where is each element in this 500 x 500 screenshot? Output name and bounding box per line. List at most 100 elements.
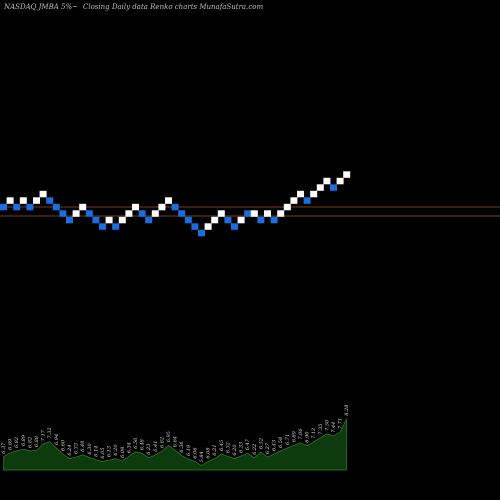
volume-value-label: 6.05 — [100, 447, 106, 458]
volume-value-label: 6.95 — [166, 431, 172, 442]
volume-value-label: 6.22 — [252, 444, 258, 455]
up-brick — [165, 197, 172, 204]
volume-value-label: 6.62 — [159, 437, 165, 448]
down-brick — [244, 210, 252, 217]
volume-value-label: 6.24 — [67, 444, 73, 455]
up-brick — [79, 203, 87, 211]
down-brick — [198, 229, 205, 237]
volume-value-label: 6.45 — [219, 440, 225, 451]
volume-value-label: 6.33 — [239, 442, 245, 453]
down-brick — [178, 210, 186, 217]
up-brick — [343, 171, 351, 178]
volume-area-shape — [3, 418, 348, 471]
volume-area: 6.37 6.69 6.82 6.89 6.82 6.887.17 7.326.946.60… — [1, 405, 350, 471]
up-brick — [105, 216, 113, 224]
up-brick — [33, 197, 40, 204]
volume-value-label: 6.82 — [14, 437, 20, 448]
up-brick — [283, 203, 291, 211]
up-brick — [211, 216, 219, 224]
down-brick — [99, 223, 106, 230]
volume-value-label: 6.19 — [186, 444, 192, 456]
volume-value-label: 6.41 — [153, 441, 159, 452]
volume-value-label: 7.44 — [331, 422, 337, 433]
down-brick — [85, 210, 93, 217]
volume-value-label: 6.88 — [34, 436, 40, 447]
volume-value-label: 6.33 — [74, 443, 80, 454]
volume-value-label: 6.89 — [21, 434, 27, 446]
volume-value-label: 5.84 — [199, 451, 205, 462]
volume-value-label: 6.36 — [179, 441, 185, 453]
down-brick — [145, 216, 153, 224]
volume-value-label: 7.32 — [47, 427, 53, 438]
down-brick — [303, 197, 311, 204]
up-brick — [297, 190, 304, 198]
volume-value-label: 6.69 — [8, 438, 14, 450]
up-brick — [6, 197, 14, 204]
volume-value-label: 6.30 — [87, 443, 93, 455]
volume-value-label: 6.06 — [192, 447, 198, 459]
volume-value-label: 6.20 — [232, 444, 238, 456]
volume-value-label: 6.20 — [113, 444, 119, 456]
up-brick — [72, 210, 80, 217]
symbol-label: NASDAQ JMBA 5%~ — [3, 3, 78, 11]
volume-value-label: 7.12 — [311, 428, 317, 439]
down-brick — [138, 210, 146, 217]
down-brick — [191, 223, 199, 230]
up-brick — [132, 203, 139, 211]
volume-value-label: 7.35 — [318, 424, 324, 435]
up-brick — [204, 223, 212, 230]
volume-value-label: 6.90 — [305, 431, 311, 443]
up-brick — [277, 210, 285, 217]
up-brick — [323, 177, 331, 185]
up-brick — [217, 210, 225, 217]
down-brick — [330, 184, 337, 191]
down-brick — [224, 216, 232, 224]
volume-value-label: 6.23 — [146, 444, 152, 455]
up-brick — [118, 216, 126, 224]
volume-value-label: 6.56 — [133, 437, 139, 449]
volume-value-label: 6.21 — [212, 444, 218, 455]
up-brick — [290, 197, 298, 204]
volume-value-label: 6.14 — [93, 446, 99, 457]
volume-value-label: 6.37 — [1, 442, 7, 454]
volume-value-label: 6.48 — [80, 441, 86, 452]
volume-value-label: 6.71 — [285, 434, 291, 445]
renko-bricks — [0, 171, 351, 237]
chart-title: Closing Daily data Renko charts MunafaSu… — [83, 3, 263, 11]
down-brick — [52, 203, 60, 211]
down-brick — [13, 203, 21, 211]
up-brick — [39, 190, 47, 198]
volume-value-label: 6.60 — [60, 439, 66, 451]
down-brick — [171, 203, 179, 211]
volume-value-label: 7.50 — [324, 419, 330, 431]
volume-value-label: 6.52 — [258, 438, 264, 449]
up-brick — [336, 177, 344, 185]
down-brick — [66, 216, 73, 224]
volume-value-label: 6.13 — [107, 446, 113, 457]
volume-value-label: 6.32 — [225, 442, 231, 453]
down-brick — [184, 216, 192, 224]
up-brick — [237, 216, 245, 224]
volume-value-label: 7.71 — [338, 418, 344, 429]
volume-value-label: 6.94 — [54, 434, 60, 445]
volume-value-label: 7.17 — [41, 429, 47, 441]
up-brick — [316, 184, 324, 191]
volume-value-label: 6.34 — [126, 442, 132, 453]
volume-value-label: 6.82 — [27, 437, 33, 448]
down-brick — [0, 203, 7, 211]
volume-value-label: 6.48 — [140, 439, 146, 450]
volume-value-label: 7.06 — [298, 428, 304, 440]
up-brick — [19, 197, 27, 204]
up-brick — [125, 210, 133, 217]
volume-value-label: 6.47 — [245, 438, 251, 450]
down-brick — [59, 210, 67, 217]
volume-value-label: 6.58 — [278, 437, 284, 448]
down-brick — [270, 216, 278, 224]
down-brick — [26, 203, 34, 211]
volume-value-label: 6.27 — [265, 442, 271, 454]
down-brick — [46, 197, 54, 204]
volume-value-label: 6.08 — [206, 447, 212, 458]
down-brick — [92, 216, 100, 224]
volume-value-label: 6.08 — [120, 447, 126, 458]
up-brick — [264, 210, 271, 217]
